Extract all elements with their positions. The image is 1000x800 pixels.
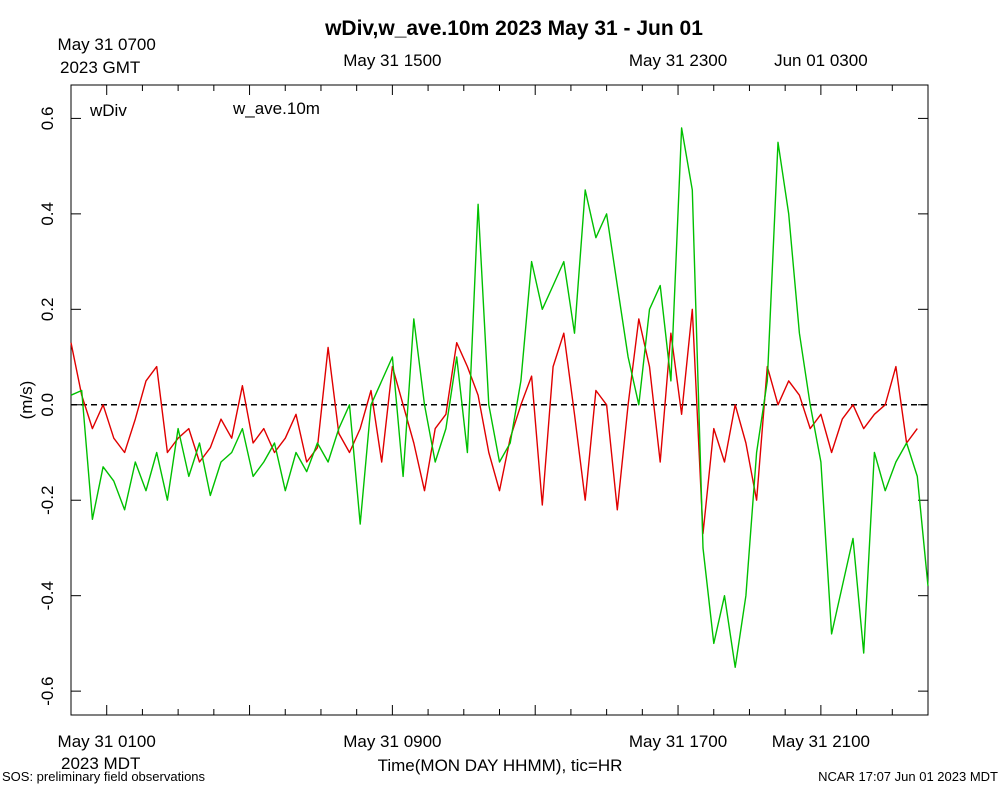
plot-frame (70, 84, 929, 716)
x-tick-label-top: Jun 01 0300 (774, 51, 868, 70)
y-tick-label: 0.4 (38, 202, 57, 226)
y-axis-label: (m/s) (17, 381, 36, 420)
series-layer (70, 127, 929, 668)
x-tick-label-top-sub: 2023 GMT (60, 58, 140, 77)
legend-label-w-ave-10m: w_ave.10m (232, 99, 320, 118)
y-tick-label: 0.2 (38, 297, 57, 321)
y-tick-label: 0.6 (38, 107, 57, 131)
y-tick-label: -0.4 (38, 581, 57, 610)
series-line-w-ave-10m (70, 127, 929, 668)
legend-label-wdiv: wDiv (89, 101, 127, 120)
x-tick-label-top: May 31 1500 (343, 51, 441, 70)
x-tick-label-top: May 31 0700 (58, 35, 156, 54)
x-tick-label-top: May 31 2300 (629, 51, 727, 70)
x-tick-label-bottom: May 31 0100 (58, 732, 156, 751)
footer-left-note: SOS: preliminary field observations (2, 769, 206, 784)
chart-title: wDiv,w_ave.10m 2023 May 31 - Jun 01 (324, 17, 703, 40)
axis-ticks (70, 85, 929, 715)
x-tick-label-bottom: May 31 0900 (343, 732, 441, 751)
axis-tick-labels: -0.6 -0.4 -0.2 0.0 0.2 0.4 0.6 May 31 0100 2023 … (38, 35, 870, 773)
footer-right-note: NCAR 17:07 Jun 01 2023 MDT (818, 769, 998, 784)
x-tick-label-bottom: May 31 2100 (772, 732, 870, 751)
y-tick-label: -0.2 (38, 486, 57, 515)
y-tick-label: 0.0 (38, 393, 57, 417)
x-tick-label-bottom-sub: 2023 MDT (61, 754, 140, 773)
y-tick-label: -0.6 (38, 676, 57, 705)
x-axis-label: Time(MON DAY HHMM), tic=HR (378, 756, 623, 775)
series-line-wdiv (70, 308, 918, 535)
x-tick-label-bottom: May 31 1700 (629, 732, 727, 751)
